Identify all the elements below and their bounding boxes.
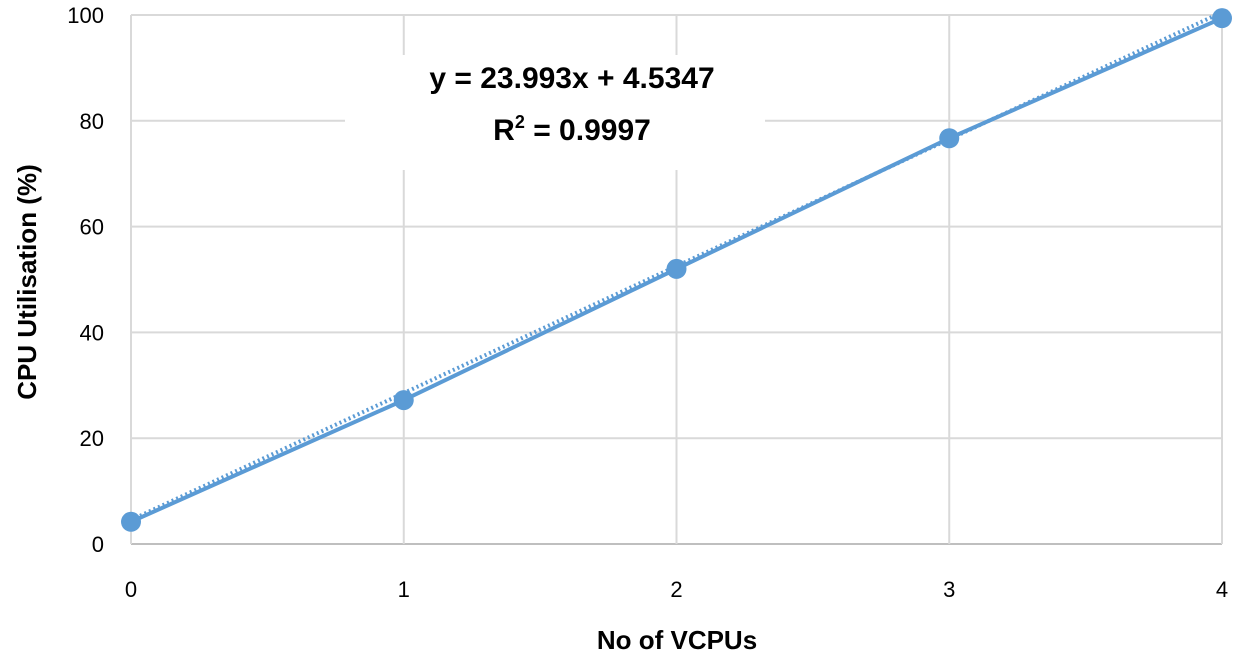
data-point bbox=[393, 390, 414, 411]
y-tick-label: 0 bbox=[92, 532, 104, 557]
y-tick-label: 40 bbox=[80, 320, 104, 345]
x-tick-label: 0 bbox=[125, 577, 137, 602]
x-tick-label: 3 bbox=[943, 577, 955, 602]
x-tick-label: 2 bbox=[670, 577, 682, 602]
y-axis-title: CPU Utilisation (%) bbox=[12, 164, 42, 399]
equation-box bbox=[345, 55, 765, 170]
x-axis-title: No of VCPUs bbox=[597, 625, 757, 655]
trendline-equation: y = 23.993x + 4.5347 bbox=[429, 62, 714, 95]
r-squared-label: R2 = 0.9997 bbox=[493, 112, 651, 147]
y-tick-label: 60 bbox=[80, 215, 104, 240]
y-tick-label: 20 bbox=[80, 426, 104, 451]
r-squared-superscript: 2 bbox=[515, 112, 525, 132]
data-point bbox=[939, 128, 960, 149]
y-tick-label: 80 bbox=[80, 109, 104, 134]
data-point bbox=[666, 258, 687, 279]
x-tick-label: 4 bbox=[1216, 577, 1228, 602]
x-tick-label: 1 bbox=[398, 577, 410, 602]
r-squared-prefix: R bbox=[493, 114, 515, 147]
data-point bbox=[121, 511, 141, 532]
data-series bbox=[121, 8, 1232, 532]
y-tick-label: 100 bbox=[67, 3, 104, 28]
data-point bbox=[1212, 8, 1232, 29]
tick-labels: 0 20 40 60 80 100 0 1 2 3 4 bbox=[67, 3, 1228, 602]
r-squared-value: = 0.9997 bbox=[525, 114, 651, 147]
